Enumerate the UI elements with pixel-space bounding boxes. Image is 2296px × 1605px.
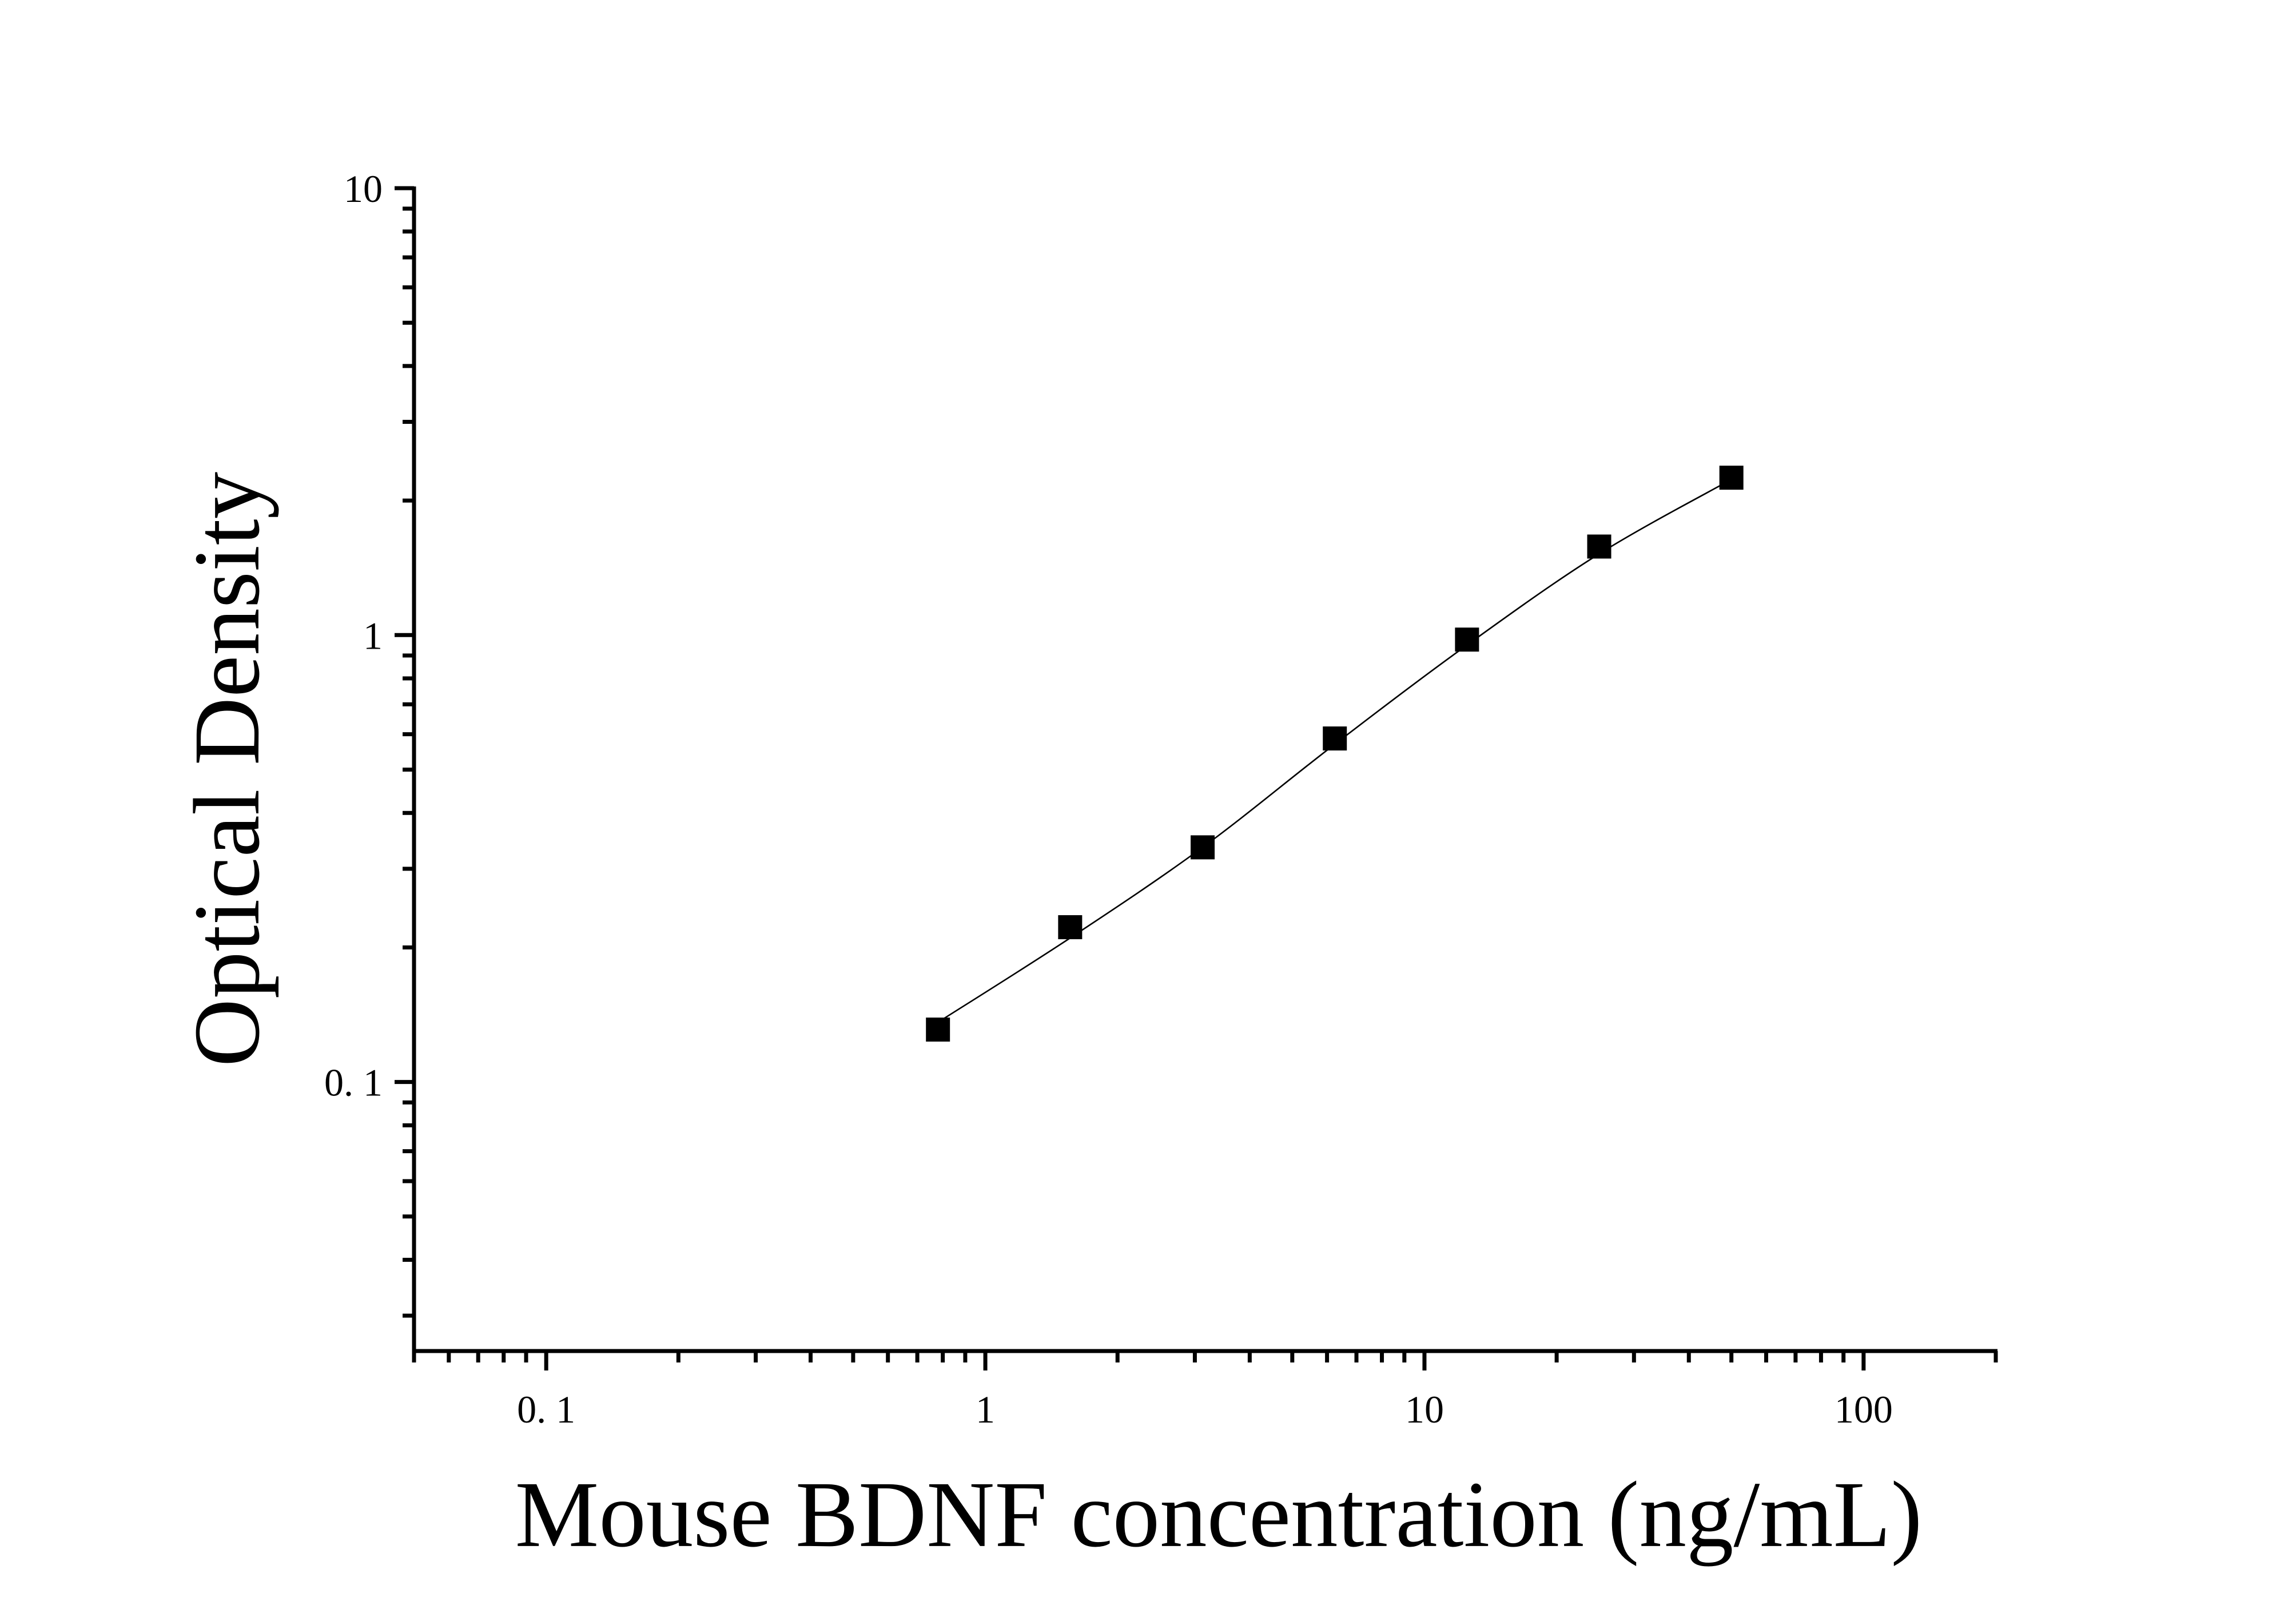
x-axis-title: Mouse BDNF concentration (ng/mL) [515, 1462, 1923, 1567]
y-tick-label: 0. 1 [324, 1061, 383, 1105]
y-tick-label: 10 [344, 167, 383, 210]
data-point [1058, 915, 1083, 940]
data-point [1587, 534, 1611, 559]
x-tick-label: 100 [1835, 1388, 1893, 1431]
fit-curve [937, 479, 1732, 1023]
x-tick-label: 1 [976, 1388, 995, 1431]
y-axis-title: Optical Density [174, 472, 279, 1067]
data-point [1455, 627, 1479, 652]
data-point [1323, 726, 1347, 751]
data-point [1191, 835, 1215, 860]
data-point [1719, 466, 1744, 490]
x-tick-label: 10 [1405, 1388, 1444, 1431]
x-tick-label: 0. 1 [517, 1388, 575, 1431]
y-tick-label: 1 [363, 614, 383, 657]
data-point [926, 1017, 950, 1042]
